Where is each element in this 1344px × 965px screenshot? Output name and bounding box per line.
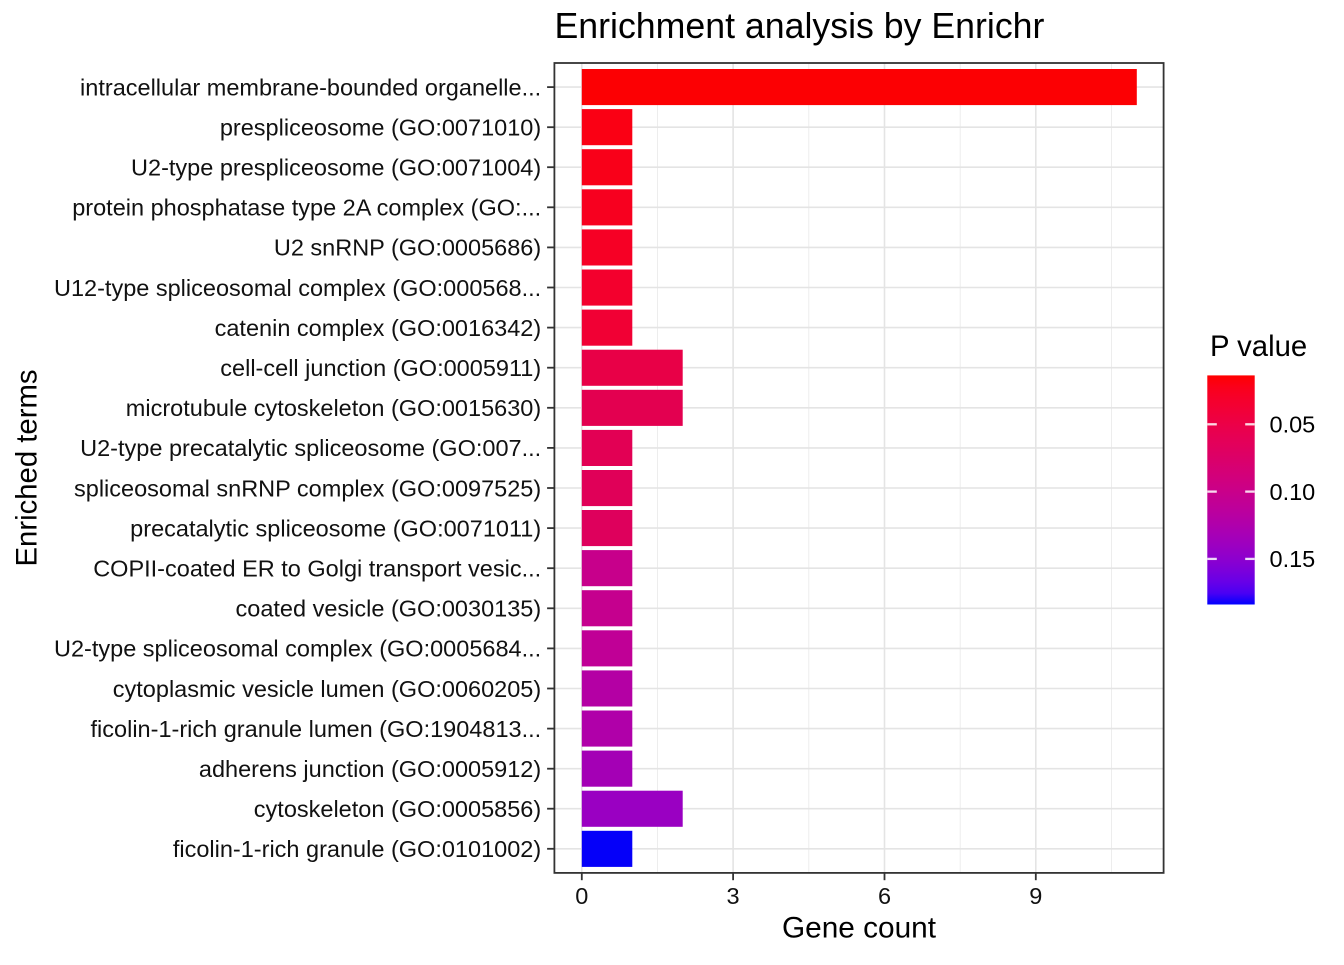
svg-text:adherens junction (GO:0005912): adherens junction (GO:0005912): [199, 756, 541, 782]
svg-text:U12-type spliceosomal complex: U12-type spliceosomal complex (GO:000568…: [54, 275, 541, 301]
svg-text:cytoskeleton (GO:0005856): cytoskeleton (GO:0005856): [254, 796, 541, 822]
svg-text:COPII-coated ER to Golgi trans: COPII-coated ER to Golgi transport vesic…: [93, 556, 541, 582]
svg-text:6: 6: [878, 883, 891, 909]
svg-text:Gene count: Gene count: [782, 912, 937, 945]
svg-text:Enrichment analysis by Enrichr: Enrichment analysis by Enrichr: [555, 6, 1045, 46]
svg-text:U2-type prespliceosome (GO:007: U2-type prespliceosome (GO:0071004): [131, 155, 541, 181]
svg-text:cell-cell junction (GO:0005911: cell-cell junction (GO:0005911): [220, 355, 541, 381]
svg-text:ficolin-1-rich granule (GO:010: ficolin-1-rich granule (GO:0101002): [173, 836, 541, 862]
svg-text:3: 3: [727, 883, 740, 909]
svg-text:U2 snRNP (GO:0005686): U2 snRNP (GO:0005686): [274, 235, 541, 261]
svg-text:prespliceosome (GO:0071010): prespliceosome (GO:0071010): [220, 115, 541, 141]
svg-text:P value: P value: [1210, 330, 1307, 363]
svg-text:cytoplasmic vesicle lumen (GO:: cytoplasmic vesicle lumen (GO:0060205): [113, 676, 541, 702]
svg-text:0.10: 0.10: [1270, 479, 1316, 505]
svg-text:ficolin-1-rich granule lumen (: ficolin-1-rich granule lumen (GO:1904813…: [91, 716, 542, 742]
svg-text:9: 9: [1029, 883, 1042, 909]
svg-text:coated vesicle (GO:0030135): coated vesicle (GO:0030135): [236, 596, 542, 622]
svg-text:catenin complex (GO:0016342): catenin complex (GO:0016342): [215, 315, 542, 341]
svg-text:0.15: 0.15: [1270, 546, 1316, 572]
svg-text:U2-type spliceosomal complex (: U2-type spliceosomal complex (GO:0005684…: [54, 636, 541, 662]
svg-text:spliceosomal snRNP complex (GO: spliceosomal snRNP complex (GO:0097525): [74, 475, 541, 501]
svg-text:0.05: 0.05: [1270, 412, 1316, 438]
svg-text:protein phosphatase type 2A co: protein phosphatase type 2A complex (GO:…: [72, 195, 541, 221]
svg-text:U2-type precatalytic spliceoso: U2-type precatalytic spliceosome (GO:007…: [80, 435, 541, 461]
svg-text:precatalytic spliceosome (GO:0: precatalytic spliceosome (GO:0071011): [130, 515, 541, 541]
svg-text:Enriched terms: Enriched terms: [11, 369, 44, 566]
svg-text:microtubule cytoskeleton (GO:0: microtubule cytoskeleton (GO:0015630): [126, 395, 541, 421]
svg-text:0: 0: [575, 883, 588, 909]
svg-text:intracellular membrane-bounded: intracellular membrane-bounded organelle…: [80, 74, 541, 100]
